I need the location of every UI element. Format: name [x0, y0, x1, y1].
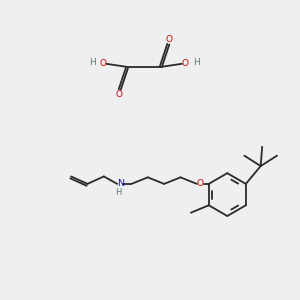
Text: H: H [193, 58, 200, 67]
Text: H: H [89, 58, 96, 67]
Text: N: N [117, 179, 124, 188]
Text: O: O [197, 179, 204, 188]
Text: O: O [115, 90, 122, 99]
Text: O: O [166, 35, 173, 44]
Text: H: H [116, 188, 122, 197]
Text: O: O [100, 59, 107, 68]
Text: O: O [181, 59, 188, 68]
